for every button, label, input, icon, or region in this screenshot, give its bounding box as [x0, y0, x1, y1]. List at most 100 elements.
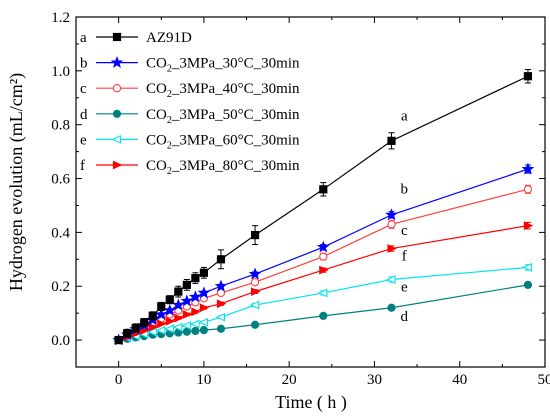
y-tick-label: 0.8	[51, 118, 70, 134]
data-point-a	[123, 329, 132, 338]
series-line-c	[118, 188, 529, 341]
data-point-e	[198, 317, 209, 327]
legend-label: CO2_3MPa_80°C_30min	[146, 158, 300, 177]
data-point-b	[385, 208, 398, 221]
legend-label: CO2_3MPa_40°C_30min	[146, 81, 300, 100]
data-point-b	[214, 279, 228, 292]
data-point-b	[317, 240, 330, 253]
y-tick-label: 0.2	[51, 279, 70, 295]
data-point-b	[163, 303, 177, 316]
data-point-e	[522, 262, 533, 272]
data-point-c	[250, 278, 260, 287]
data-point-f	[250, 287, 261, 296]
series-e	[113, 262, 533, 345]
data-point-e	[155, 325, 166, 335]
legend-entry-d: d CO2_3MPa_50°C_30min	[80, 107, 300, 126]
series-line-a	[118, 75, 529, 341]
legend-label: CO2_3MPa_30°C_30min	[146, 56, 300, 75]
data-point-e	[147, 327, 157, 337]
plot-frame	[75, 16, 546, 368]
data-point-b	[154, 307, 168, 320]
curve-label-c: c	[401, 223, 408, 239]
data-point-c	[387, 220, 396, 229]
data-point-d	[216, 324, 226, 333]
data-point-f	[319, 265, 329, 275]
data-point-f	[199, 303, 210, 313]
legend-entry-b: b CO2_3MPa_30°C_30min	[80, 56, 300, 75]
data-point-a	[131, 323, 140, 333]
data-point-b	[248, 267, 262, 280]
data-point-c	[319, 252, 328, 261]
y-tick-label: 1.0	[51, 64, 70, 80]
series-line-f	[118, 225, 529, 341]
legend-marker	[110, 55, 124, 68]
data-point-e	[164, 324, 174, 334]
y-tick-label: 0.4	[51, 225, 70, 241]
legend-marker	[112, 32, 122, 42]
x-tick-label: 30	[367, 372, 382, 388]
legend-letter: d	[80, 107, 88, 123]
data-point-d	[319, 311, 328, 320]
legend-letter: b	[80, 56, 88, 72]
data-point-f	[191, 307, 201, 317]
data-point-a	[157, 302, 166, 311]
y-tick-label: 0.6	[51, 172, 70, 188]
x-tick-label: 40	[452, 372, 467, 388]
data-point-b	[172, 298, 185, 311]
series-line-e	[118, 266, 528, 341]
data-point-a	[165, 295, 174, 304]
legend-label: AZ91D	[146, 30, 192, 46]
data-point-d	[250, 320, 260, 329]
data-point-f	[157, 319, 167, 329]
data-point-a	[114, 335, 123, 345]
data-point-c	[216, 288, 226, 298]
data-point-a	[319, 185, 328, 194]
data-point-f	[182, 310, 193, 319]
series-a	[114, 69, 533, 345]
data-point-b	[521, 162, 535, 175]
legend-letter: a	[80, 30, 87, 46]
legend-entry-c: c CO2_3MPa_40°C_30min	[80, 81, 300, 100]
curve-label-d: d	[401, 309, 409, 325]
data-point-b	[180, 294, 194, 307]
data-point-e	[181, 321, 192, 330]
data-point-a	[250, 230, 260, 240]
legend-letter: e	[80, 132, 87, 148]
x-tick-label: 0	[115, 372, 123, 388]
data-point-e	[317, 288, 328, 298]
data-point-a	[140, 318, 149, 327]
curve-label-e: e	[401, 280, 408, 296]
data-point-b	[197, 286, 211, 299]
curve-label-f: f	[402, 249, 407, 265]
curve-label-b: b	[401, 181, 409, 197]
series-layer	[112, 69, 535, 346]
data-point-a	[174, 287, 183, 296]
legend-entry-e: e CO2_3MPa_60°C_30min	[80, 132, 300, 151]
data-point-f	[165, 316, 176, 326]
legend-letter: c	[80, 81, 87, 97]
x-axis-label: Time ( h )	[275, 392, 347, 413]
legend-entry-f: f CO2_3MPa_80°C_30min	[80, 158, 300, 177]
data-point-a	[216, 255, 226, 264]
data-point-e	[249, 300, 260, 310]
data-point-e	[215, 312, 226, 322]
x-tick-label: 50	[538, 372, 550, 388]
data-point-d	[199, 326, 209, 335]
data-point-d	[523, 280, 533, 289]
series-line-d	[118, 284, 529, 341]
y-tick-label: 1.2	[51, 10, 70, 26]
curve-label-a: a	[401, 109, 408, 125]
data-point-a	[523, 72, 533, 81]
data-point-c	[523, 185, 533, 194]
data-point-f	[387, 244, 397, 253]
data-point-d	[387, 303, 396, 312]
x-tick-label: 20	[282, 372, 297, 388]
data-point-a	[199, 268, 209, 277]
legend-entry-a: a AZ91D	[80, 30, 192, 46]
axes-layer: 0 10 20 30 40 50 0.0 0.2 0.4 0.6 0.8 1.0 1.2	[51, 10, 550, 388]
data-point-a	[182, 280, 191, 289]
data-point-d	[182, 327, 191, 336]
